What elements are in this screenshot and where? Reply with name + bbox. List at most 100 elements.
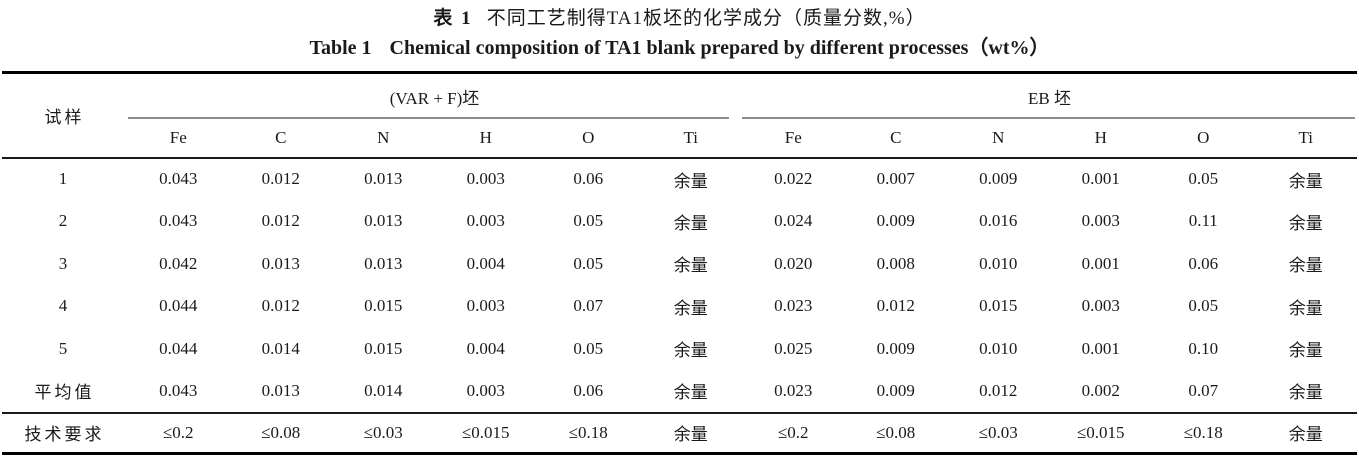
table-cell: 0.001 [1081,253,1120,273]
column-header-n-varf: N [332,118,435,159]
table-cell: 0.010 [979,338,1018,358]
table-row: 平均值 0.043 0.013 0.014 0.003 0.06 余量 0.023 0.009 0… [2,370,1357,413]
table-cell: ≤0.2 [127,411,230,454]
table-cell: 余量 [673,383,708,403]
table-cell: 0.013 [364,253,403,273]
table-cell: 0.043 [159,211,198,231]
table-cell: ≤0.015 [434,411,537,454]
table-cell: 0.06 [573,380,604,400]
table-group-header-row: 试样 (VAR + F)坯 EB 坯 [2,72,1357,159]
table-cell: 0.003 [466,296,505,316]
table-row: 2 0.043 0.012 0.013 0.003 0.05 余量 0.024 0.009 0.0… [2,200,1357,243]
table-cell: 0.042 [159,253,198,273]
table-cell: 0.008 [876,253,915,273]
table-cell: 0.007 [876,169,915,189]
table-number-chinese: 表 1 [433,8,473,29]
row-label: 4 [58,296,71,316]
table-cell: 0.043 [159,380,198,400]
table-cell: 0.11 [1188,211,1218,231]
column-header-h-varf: H [434,118,537,159]
column-header-fe-varf: Fe [127,118,230,159]
composition-table: 试样 (VAR + F)坯 EB 坯 Fe C N H O Ti Fe C N H O Ti 1 0.0… [2,71,1357,455]
table-cell: 0.012 [261,211,300,231]
table-cell: 0.06 [573,169,604,189]
table-cell: ≤0.015 [1049,411,1152,454]
table-cell: 0.043 [159,169,198,189]
table-cell: 0.012 [876,296,915,316]
column-header-sample: 试样 [2,72,127,159]
row-label: 平均值 [34,383,95,403]
table-cell: 余量 [1288,383,1323,403]
table-cell: 0.001 [1081,169,1120,189]
table-cell: 0.020 [774,253,813,273]
table-cell: 余量 [1288,298,1323,318]
table-cell: 余量 [673,213,708,233]
table-cell: 0.012 [979,380,1018,400]
table-cell: 0.015 [979,296,1018,316]
table-cell: 0.004 [466,338,505,358]
table-title-english: Table 1 Chemical composition of TA1 blank… [0,36,1359,60]
table-cell: 0.015 [364,296,403,316]
table-row: 3 0.042 0.013 0.013 0.004 0.05 余量 0.020 0.008 0.0… [2,243,1357,286]
column-header-h-eb: H [1049,118,1152,159]
table-cell: 0.07 [573,296,604,316]
column-group-eb: EB 坯 [742,73,1357,119]
table-row: 5 0.044 0.014 0.015 0.004 0.05 余量 0.025 0.009 0.0… [2,328,1357,371]
table-cell: 0.05 [573,338,604,358]
table-cell: 0.003 [466,169,505,189]
table-cell: 余量 [673,171,708,191]
paper-table-figure: 表 1 不同工艺制得TA1板坯的化学成分（质量分数,%） Table 1 Chemi… [0,7,1359,461]
table-cell: 0.013 [261,380,300,400]
table-cell: 0.014 [261,338,300,358]
table-cell: 0.012 [261,296,300,316]
column-header-n-eb: N [947,118,1050,159]
column-header-o-eb: O [1152,118,1255,159]
table-cell: ≤0.08 [229,411,332,454]
table-cell: 0.003 [1081,296,1120,316]
table-cell: 0.009 [876,211,915,231]
column-header-c-eb: C [844,118,947,159]
table-cell: 0.013 [364,169,403,189]
table-cell: 0.001 [1081,338,1120,358]
table-cell: 余量 [1254,411,1357,454]
column-header-o-varf: O [537,118,640,159]
table-cell: 0.022 [774,169,813,189]
table-title-english-text: Chemical composition of TA1 blank prepar… [389,37,1050,59]
table-cell: 0.05 [573,211,604,231]
table-cell: 0.015 [364,338,403,358]
table-title-chinese-text: 不同工艺制得TA1板坯的化学成分（质量分数,%） [486,8,926,29]
table-cell: ≤0.08 [844,411,947,454]
table-cell: 0.009 [979,169,1018,189]
table-cell: 0.023 [774,296,813,316]
table-cell: 0.044 [159,338,198,358]
table-cell: 0.003 [1081,211,1120,231]
table-cell: 余量 [639,411,742,454]
table-cell: 0.023 [774,380,813,400]
table-row: 技术要求 ≤0.2 ≤0.08 ≤0.03 ≤0.015 ≤0.18 余量 ≤0.2 ≤0.08… [2,411,1357,454]
table-cell: 0.004 [466,253,505,273]
table-cell: 0.016 [979,211,1018,231]
table-cell: 0.003 [466,380,505,400]
table-cell: 0.07 [1188,380,1219,400]
table-cell: 0.003 [466,211,505,231]
table-cell: ≤0.03 [947,411,1050,454]
table-cell: 余量 [1288,213,1323,233]
table-cell: 0.024 [774,211,813,231]
table-cell: 0.009 [876,338,915,358]
row-label: 1 [58,169,71,189]
table-cell: 0.012 [261,169,300,189]
table-cell: 0.010 [979,253,1018,273]
table-row: 1 0.043 0.012 0.013 0.003 0.06 余量 0.022 0.007 0.0… [2,158,1357,201]
column-header-ti-eb: Ti [1254,118,1357,159]
column-header-ti-varf: Ti [639,118,742,159]
table-cell: 余量 [673,256,708,276]
table-cell: 0.05 [1188,296,1219,316]
row-label: 5 [58,338,71,358]
table-cell: ≤0.2 [742,411,845,454]
table-cell: 0.10 [1188,338,1219,358]
table-cell: 0.06 [1188,253,1219,273]
table-cell: 0.002 [1081,380,1120,400]
table-cell: 0.044 [159,296,198,316]
column-header-c-varf: C [229,118,332,159]
table-cell: 余量 [1288,256,1323,276]
